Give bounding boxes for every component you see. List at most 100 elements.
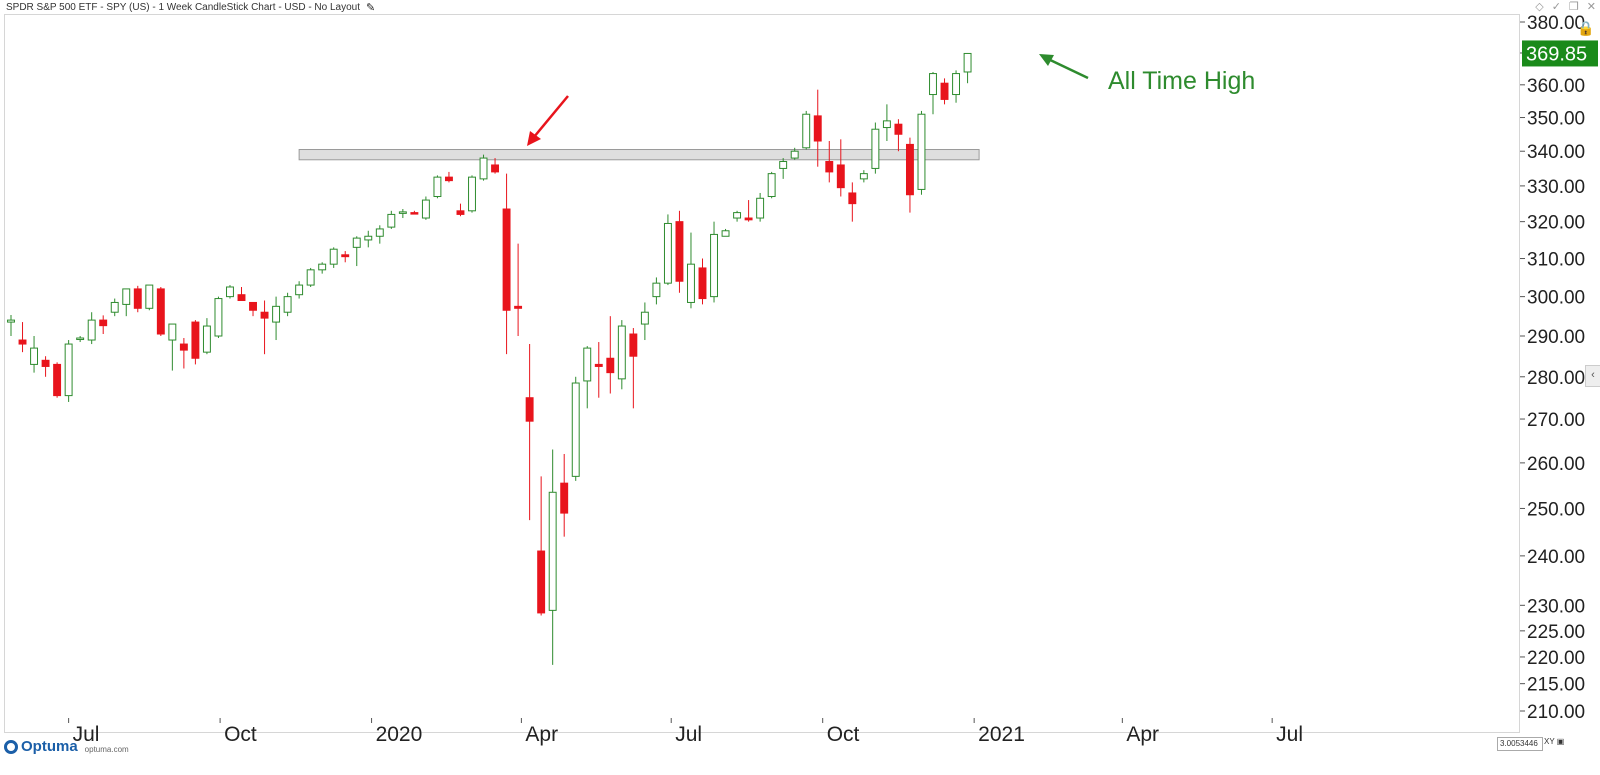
candle-body[interactable] <box>859 173 868 180</box>
candle-body[interactable] <box>767 173 776 198</box>
candle-body[interactable] <box>640 311 649 325</box>
candle-body[interactable] <box>318 263 327 271</box>
candle-body[interactable] <box>99 319 108 327</box>
scale-value-box[interactable]: 3.0053446 <box>1497 737 1543 751</box>
candle-body[interactable] <box>606 357 615 374</box>
pin-icon[interactable]: ✓ <box>1551 1 1561 13</box>
candle-body[interactable] <box>352 237 361 248</box>
candle-body[interactable] <box>675 221 684 282</box>
candle-body[interactable] <box>444 176 453 182</box>
candle-body[interactable] <box>571 382 580 477</box>
candle-body[interactable] <box>802 113 811 149</box>
candle-body[interactable] <box>882 120 891 129</box>
candle-body[interactable] <box>514 305 523 309</box>
y-tick-label: 350.00 <box>1527 109 1585 130</box>
candle-body[interactable] <box>502 208 511 311</box>
restore-icon[interactable]: ❐ <box>1568 1 1579 13</box>
candle-body[interactable] <box>110 301 119 313</box>
candle-body[interactable] <box>744 217 753 221</box>
candle-body[interactable] <box>710 233 718 298</box>
candle-body[interactable] <box>629 333 638 357</box>
candle-body[interactable] <box>583 347 592 382</box>
candle-body[interactable] <box>917 113 926 190</box>
candle-body[interactable] <box>272 305 281 323</box>
candle-body[interactable] <box>456 210 465 215</box>
candle-body[interactable] <box>663 222 672 284</box>
candle-body[interactable] <box>260 311 269 319</box>
candle-body[interactable] <box>64 343 73 397</box>
last-price-box <box>1522 40 1598 67</box>
collapse-panel-arrow-icon[interactable]: ‹ <box>1585 365 1600 387</box>
candle-body[interactable] <box>929 73 937 96</box>
candle-body[interactable] <box>756 197 765 219</box>
candle-body[interactable] <box>375 228 384 237</box>
candle-body[interactable] <box>364 235 373 241</box>
candle-body[interactable] <box>468 176 476 212</box>
candle-body[interactable] <box>617 325 626 380</box>
candle-body[interactable] <box>387 213 396 228</box>
candle-body[interactable] <box>871 128 880 169</box>
candle-body[interactable] <box>594 363 603 367</box>
candle-body[interactable] <box>698 267 707 300</box>
candle-body[interactable] <box>537 550 546 614</box>
candle-body[interactable] <box>18 339 27 345</box>
close-icon[interactable]: ✕ <box>1586 1 1596 13</box>
candle-body[interactable] <box>652 282 661 298</box>
candle-body[interactable] <box>433 176 442 198</box>
candle-body[interactable] <box>179 343 188 351</box>
candle-body[interactable] <box>479 157 488 180</box>
candle-body[interactable] <box>548 491 557 611</box>
lock-icon[interactable]: 🔒 <box>1577 20 1595 36</box>
candle-body[interactable] <box>525 397 534 422</box>
candle-body[interactable] <box>894 123 903 135</box>
candle-body[interactable] <box>237 294 246 302</box>
xy-toggle[interactable]: XY ▣ <box>1544 737 1565 746</box>
diamond-icon[interactable]: ◇ <box>1535 1 1544 13</box>
candle-body[interactable] <box>156 288 165 335</box>
candle-body[interactable] <box>295 284 304 296</box>
candle-body[interactable] <box>41 359 50 367</box>
candle-body[interactable] <box>940 82 949 100</box>
candle-body[interactable] <box>191 321 200 359</box>
candle-body[interactable] <box>214 298 223 337</box>
candle-body[interactable] <box>329 248 338 265</box>
candle-body[interactable] <box>421 199 430 219</box>
candle-body[interactable] <box>168 323 177 341</box>
resistance-band[interactable] <box>298 149 980 161</box>
x-tick-label: Oct <box>224 723 257 746</box>
candle-body[interactable] <box>341 254 350 258</box>
candle-body[interactable] <box>145 284 154 309</box>
candle-body[interactable] <box>283 296 292 313</box>
candle-body[interactable] <box>226 286 234 298</box>
candle-body[interactable] <box>790 150 799 159</box>
candle-body[interactable] <box>848 192 857 205</box>
candle-body[interactable] <box>30 347 39 365</box>
last-candle[interactable] <box>963 52 972 73</box>
candle-body[interactable] <box>53 363 62 397</box>
candle-body[interactable] <box>76 337 85 341</box>
candle-body[interactable] <box>813 115 822 142</box>
candle-body[interactable] <box>202 325 211 353</box>
edit-pencil-icon[interactable]: ✎ <box>366 1 376 14</box>
candle-body[interactable] <box>133 288 142 309</box>
candle-body[interactable] <box>398 211 407 214</box>
candle-body[interactable] <box>952 73 961 96</box>
candle-body[interactable] <box>836 164 845 189</box>
candle-body[interactable] <box>87 319 96 341</box>
candle-body[interactable] <box>825 161 834 173</box>
candle-body[interactable] <box>779 161 788 169</box>
candle-body[interactable] <box>122 288 131 305</box>
x-tick-label: Jul <box>1276 723 1303 746</box>
plot-area[interactable] <box>4 14 1520 733</box>
candle-body[interactable] <box>410 212 419 215</box>
candle-body[interactable] <box>733 212 742 219</box>
candle-body[interactable] <box>721 230 730 237</box>
candle-body[interactable] <box>491 164 500 173</box>
candle-body[interactable] <box>7 319 15 323</box>
candle-body[interactable] <box>687 263 695 303</box>
candle-body[interactable] <box>905 143 914 196</box>
candle-body[interactable] <box>249 301 257 311</box>
candle-body[interactable] <box>306 269 315 286</box>
candle-body[interactable] <box>560 482 569 514</box>
